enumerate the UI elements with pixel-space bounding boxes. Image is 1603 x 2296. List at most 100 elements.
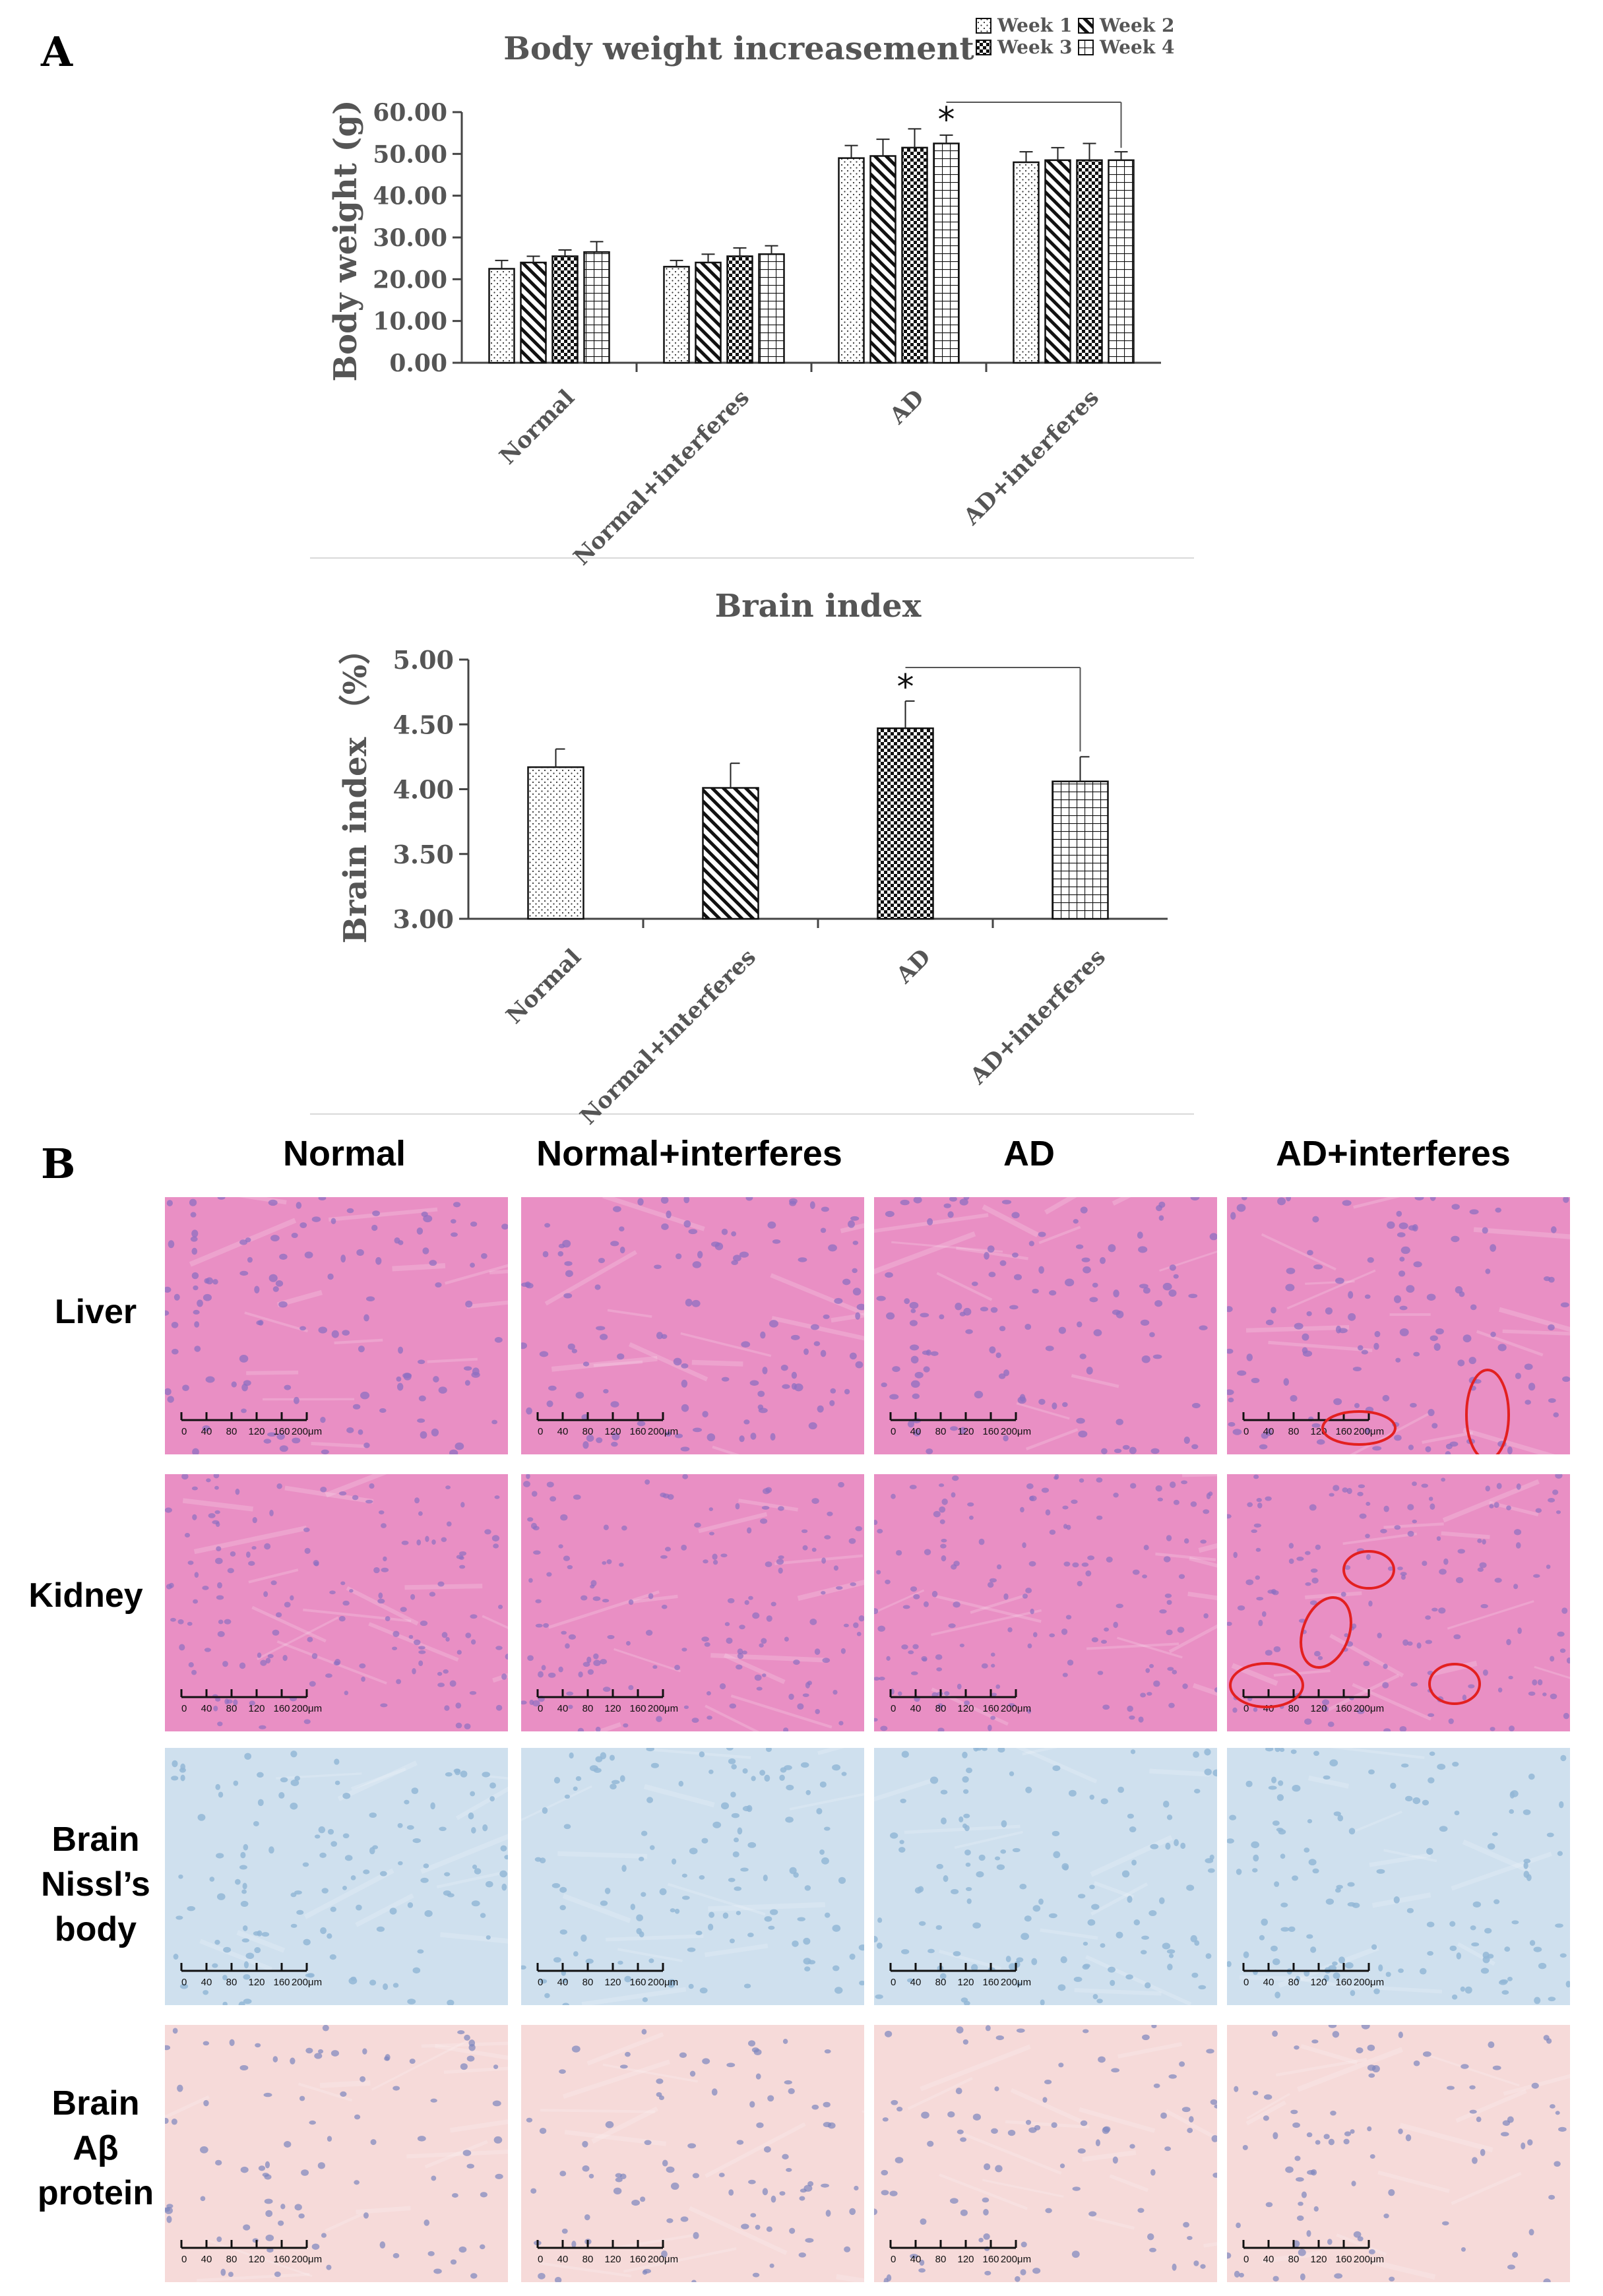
cell-nucleus	[1097, 1671, 1104, 1675]
tissue-texture	[982, 1204, 1039, 1237]
cell-nucleus	[1312, 1216, 1319, 1223]
cell-nucleus	[770, 2195, 776, 2203]
bar	[869, 155, 896, 364]
cell-nucleus	[585, 1958, 594, 1964]
chart-brain-index: Brain index Brain index （%） 3.003.504.00…	[337, 588, 1168, 1130]
tissue-texture	[1155, 1552, 1216, 1561]
cell-nucleus	[877, 1917, 883, 1923]
cell-nucleus	[1034, 2125, 1041, 2130]
cell-nucleus	[1323, 1775, 1331, 1780]
cell-nucleus	[331, 1330, 339, 1338]
scale-bar: 0 40 80 120 160 200μm	[889, 1689, 1031, 1714]
histology-image-liver-3: 0 40 80 120 160 200μm	[874, 1197, 1217, 1454]
cell-nucleus	[369, 1813, 377, 1818]
cell-nucleus	[1129, 2144, 1135, 2149]
x-tick-label: Normal+interferes	[575, 944, 761, 1130]
cell-nucleus	[1236, 2222, 1241, 2229]
cell-nucleus	[1350, 1990, 1356, 1997]
cell-nucleus	[272, 1629, 280, 1636]
cell-nucleus	[553, 1957, 561, 1963]
cell-nucleus	[909, 1301, 919, 1309]
tissue-background	[165, 1748, 508, 2005]
cell-nucleus	[1366, 1501, 1371, 1506]
scale-bar-label: 0	[181, 2254, 187, 2265]
cell-nucleus	[1337, 1815, 1344, 1822]
cell-nucleus	[732, 1851, 739, 1857]
cell-nucleus	[1470, 1925, 1476, 1931]
cell-nucleus	[1428, 1713, 1435, 1718]
tissue-texture	[421, 2041, 508, 2048]
cell-nucleus	[423, 1215, 433, 1223]
cell-nucleus	[1497, 1687, 1503, 1692]
cell-nucleus	[209, 1877, 215, 1882]
cell-nucleus	[327, 1933, 332, 1939]
cell-nucleus	[637, 1198, 644, 1206]
cell-nucleus	[526, 1407, 532, 1415]
cell-nucleus	[644, 1479, 650, 1485]
cell-nucleus	[1165, 1842, 1171, 1850]
cell-nucleus	[1007, 1627, 1013, 1632]
cell-nucleus	[1438, 1607, 1446, 1614]
cell-nucleus	[1523, 1861, 1528, 1869]
cell-nucleus	[1431, 1607, 1438, 1612]
tissue-texture	[196, 2272, 310, 2282]
cell-nucleus	[586, 1435, 594, 1442]
cell-nucleus	[208, 1513, 216, 1518]
cell-nucleus	[953, 1601, 960, 1608]
cell-nucleus	[303, 1719, 311, 1724]
cell-nucleus	[1232, 1429, 1242, 1435]
cell-nucleus	[414, 1497, 420, 1504]
x-tick-label: AD+interferes	[958, 385, 1104, 530]
cell-nucleus	[778, 1555, 784, 1559]
scale-bar-label: 160	[1335, 2254, 1352, 2265]
cell-nucleus	[1490, 1244, 1497, 1252]
cell-nucleus	[1242, 2144, 1248, 2150]
cell-nucleus	[276, 1433, 285, 1440]
tissue-texture	[346, 1586, 419, 1626]
cell-nucleus	[1143, 1287, 1150, 1294]
scale-bar-label: 40	[201, 1977, 212, 1988]
cell-nucleus	[480, 2192, 487, 2198]
cell-nucleus	[1173, 1274, 1179, 1279]
tissue-texture	[214, 1197, 287, 1205]
cell-nucleus	[420, 1431, 427, 1439]
cell-nucleus	[747, 2040, 756, 2047]
cell-nucleus	[1164, 1593, 1172, 1598]
cell-nucleus	[309, 1681, 316, 1687]
tissue-texture	[1149, 1768, 1210, 1777]
scale-bar-label: 40	[910, 1977, 922, 1988]
cell-nucleus	[1528, 1773, 1535, 1780]
cell-nucleus	[1330, 2111, 1336, 2116]
cell-nucleus	[610, 1241, 619, 1247]
cell-nucleus	[239, 1662, 246, 1669]
cell-nucleus	[495, 1704, 503, 1711]
histology-image-brain-abeta-2: 0 40 80 120 160 200μm	[521, 2025, 864, 2282]
cell-nucleus	[1470, 1304, 1477, 1311]
cell-nucleus	[1558, 2126, 1567, 2132]
cell-nucleus	[249, 1700, 255, 1706]
cell-nucleus	[856, 1631, 862, 1636]
cell-nucleus	[786, 1784, 794, 1791]
tissue-texture	[1245, 2100, 1286, 2126]
cell-nucleus	[1227, 2252, 1232, 2259]
cell-nucleus	[425, 1536, 429, 1542]
cell-nucleus	[595, 1756, 603, 1762]
cell-nucleus	[349, 1589, 354, 1593]
cell-nucleus	[1482, 1227, 1488, 1234]
cell-nucleus	[1172, 2263, 1177, 2271]
cell-nucleus	[930, 1351, 939, 1356]
cell-nucleus	[788, 2088, 795, 2094]
cell-nucleus	[1527, 2139, 1533, 2146]
tissue-texture	[770, 1273, 864, 1317]
cell-nucleus	[761, 1506, 770, 1510]
chart-title: Body weight increasement	[503, 30, 974, 67]
cell-nucleus	[278, 2220, 284, 2226]
cell-nucleus	[257, 1772, 264, 1778]
cell-nucleus	[1191, 1972, 1199, 1978]
cell-nucleus	[418, 1650, 426, 1654]
cell-nucleus	[239, 1239, 248, 1245]
cell-nucleus	[484, 1529, 491, 1535]
cell-nucleus	[1367, 2044, 1375, 2051]
cell-nucleus	[235, 1488, 240, 1495]
cell-nucleus	[1276, 1827, 1284, 1832]
